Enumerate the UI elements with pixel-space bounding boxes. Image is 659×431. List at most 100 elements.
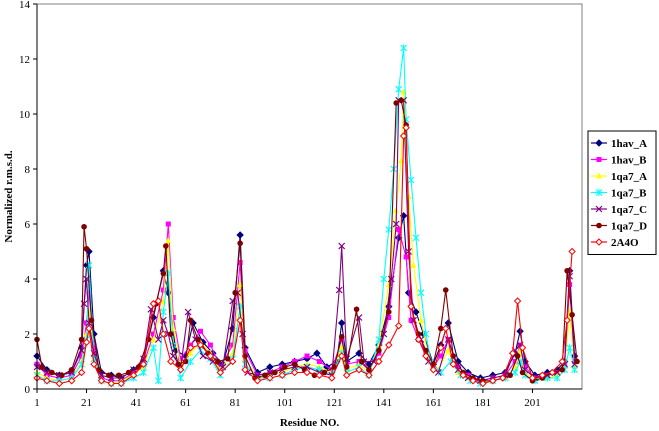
data-point [82, 338, 91, 346]
legend-swatch-marker [595, 238, 603, 246]
data-point [187, 349, 194, 356]
data-point [159, 330, 168, 338]
legend-item: 2A4O [591, 237, 639, 249]
data-point [400, 44, 408, 52]
data-point [408, 317, 414, 323]
data-point [237, 240, 243, 247]
data-point [262, 372, 268, 379]
data-point [571, 366, 578, 374]
legend-swatch-marker [596, 222, 602, 229]
data-point [150, 344, 157, 352]
data-point [399, 132, 408, 140]
data-point [386, 315, 392, 320]
x-tick-label: 121 [326, 397, 343, 409]
data-point [88, 317, 95, 324]
legend-label: 1qa7_B [611, 188, 647, 200]
x-axis-title: Residue NO. [280, 417, 340, 429]
data-point [392, 220, 400, 228]
data-point [395, 85, 403, 93]
data-point [514, 353, 521, 359]
y-tick-label: 14 [19, 0, 31, 11]
data-point [313, 349, 321, 357]
data-point [129, 371, 138, 379]
data-point [412, 234, 420, 242]
data-point [548, 368, 556, 377]
y-tick-label: 6 [25, 219, 31, 231]
data-point [459, 371, 467, 379]
x-tick-label: 181 [475, 397, 492, 409]
data-point [403, 254, 409, 260]
data-point [304, 353, 310, 359]
data-point [355, 366, 363, 374]
data-point [291, 361, 298, 368]
data-point [67, 377, 76, 385]
data-point [149, 300, 158, 308]
data-point [281, 364, 288, 370]
y-tick-label: 12 [19, 54, 30, 66]
data-point [107, 379, 116, 388]
data-point [518, 344, 527, 352]
data-point [196, 341, 205, 349]
data-point [338, 242, 346, 250]
data-point [410, 261, 417, 268]
data-point [422, 352, 430, 360]
x-tick-label: 161 [425, 397, 442, 409]
data-point [86, 290, 92, 296]
data-point [417, 289, 425, 297]
data-point [84, 320, 90, 326]
data-point [125, 369, 132, 376]
data-point [195, 336, 201, 343]
legend-label: 1qa7_A [611, 171, 647, 183]
legend: 1hav_A 1hav_B 1qa7_A 1qa7_B 1qa7_C 1qa7_D 2A4O [587, 130, 657, 255]
x-tick-label: 1 [34, 397, 40, 409]
data-point [337, 352, 346, 360]
data-point [266, 374, 274, 382]
y-tick-label: 10 [19, 109, 31, 121]
data-point [187, 317, 194, 324]
legend-swatch-marker [595, 139, 603, 147]
data-point [39, 364, 45, 370]
data-point [563, 316, 571, 324]
data-point [177, 374, 185, 382]
series-layer [33, 44, 580, 388]
data-point [187, 358, 194, 365]
data-point [564, 267, 570, 274]
data-point [175, 361, 182, 368]
data-point [160, 270, 167, 277]
data-point [376, 347, 382, 354]
data-point [449, 360, 457, 368]
data-point [396, 227, 402, 232]
data-point [230, 342, 236, 348]
data-point [393, 100, 400, 106]
data-point [43, 377, 51, 385]
data-point [303, 368, 311, 377]
series-2a4o [33, 124, 576, 388]
data-point [315, 371, 324, 379]
data-point [78, 336, 85, 343]
data-point [253, 377, 262, 385]
data-point [154, 297, 163, 305]
data-point [140, 355, 147, 363]
data-point [236, 316, 244, 324]
plot-area [36, 3, 583, 390]
data-point [558, 357, 566, 366]
data-point [559, 366, 565, 373]
legend-item: 1hav_B [591, 155, 647, 167]
data-point [429, 366, 438, 374]
data-point [574, 358, 580, 365]
y-tick-label: 2 [25, 329, 31, 341]
data-point [199, 352, 207, 360]
data-point [328, 374, 336, 382]
y-tick-label: 8 [25, 164, 31, 176]
legend-swatch-marker [595, 189, 603, 196]
data-point [442, 287, 449, 293]
data-point [437, 344, 445, 352]
data-point [55, 379, 64, 388]
legend-item: 1qa7_B [591, 188, 647, 200]
legend-label: 1hav_A [611, 138, 647, 150]
x-tick-label: 21 [81, 397, 92, 409]
data-point [316, 359, 322, 364]
data-point [519, 369, 526, 376]
